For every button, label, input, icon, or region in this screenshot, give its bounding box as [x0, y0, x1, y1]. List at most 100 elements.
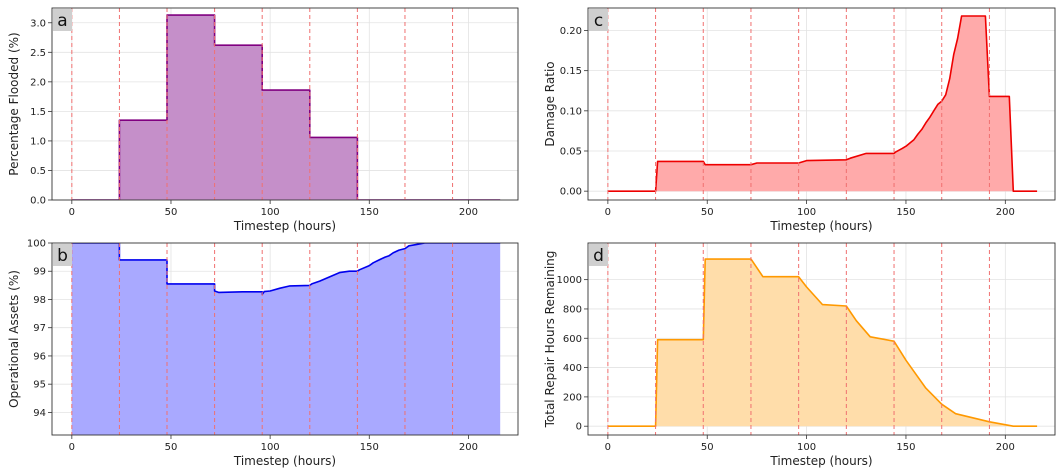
y-tick-label: 1000 — [557, 275, 582, 286]
y-tick: 1.0 — [30, 136, 52, 147]
x-tick: 100 — [797, 200, 816, 218]
y-tick: 0.10 — [560, 106, 588, 117]
y-tick-label: 99 — [33, 267, 46, 278]
series-fill-area — [607, 16, 1038, 192]
y-tick-label: 0 — [576, 422, 582, 433]
panel-a: 0 50 100 150 200 0.0 0.5 1.0 1.5 2.0 2.5 3.0 Timeste… — [7, 7, 519, 233]
x-tick-label: 0 — [69, 442, 75, 453]
y-tick-label: 600 — [563, 334, 582, 345]
y-tick-label: 800 — [563, 304, 582, 315]
y-tick: 99 — [33, 267, 52, 278]
x-tick-label: 200 — [996, 207, 1015, 218]
x-tick-label: 100 — [797, 442, 816, 453]
x-tick: 150 — [360, 435, 379, 453]
plot-area — [71, 14, 501, 200]
x-tick-label: 0 — [69, 207, 75, 218]
x-tick-label: 50 — [165, 207, 178, 218]
y-tick-label: 400 — [563, 363, 582, 374]
panel-label-box — [589, 244, 608, 266]
x-tick-label: 200 — [459, 442, 478, 453]
x-axis-label: Timestep (hours) — [769, 454, 872, 468]
x-axis-label: Timestep (hours) — [233, 454, 336, 468]
panel-label-box — [53, 9, 72, 31]
y-tick: 0.00 — [560, 187, 588, 198]
y-tick-label: 1.0 — [30, 136, 46, 147]
x-tick-label: 200 — [459, 207, 478, 218]
y-tick: 2.0 — [30, 77, 52, 88]
x-tick: 100 — [261, 435, 280, 453]
x-tick: 200 — [459, 435, 478, 453]
x-tick: 200 — [459, 200, 478, 218]
x-tick-label: 50 — [701, 207, 714, 218]
panel-label-box — [53, 244, 72, 266]
y-tick: 96 — [33, 351, 52, 362]
y-tick-label: 2.0 — [30, 77, 46, 88]
y-tick-label: 100 — [27, 239, 46, 250]
y-tick-label: 96 — [33, 351, 46, 362]
y-tick: 95 — [33, 380, 52, 391]
x-tick: 0 — [69, 435, 75, 453]
axes-frame — [51, 242, 519, 436]
y-tick: 100 — [27, 239, 52, 250]
y-tick-label: 0.5 — [30, 166, 46, 177]
axes-frame — [587, 7, 1056, 201]
x-axis-label: Timestep (hours) — [769, 219, 872, 233]
y-tick-label: 0.0 — [30, 196, 46, 207]
x-axis-label: Timestep (hours) — [233, 219, 336, 233]
x-tick: 200 — [996, 200, 1015, 218]
y-tick: 94 — [33, 408, 52, 419]
y-tick-label: 0.00 — [560, 187, 582, 198]
y-tick: 1000 — [557, 275, 588, 286]
x-tick-label: 150 — [360, 207, 379, 218]
axes-frame — [51, 7, 519, 201]
y-tick: 1.5 — [30, 107, 52, 118]
y-tick: 3.0 — [30, 18, 52, 29]
plot-area — [607, 258, 1038, 428]
x-tick-label: 50 — [165, 442, 178, 453]
panel-label: b — [57, 246, 68, 266]
y-tick: 2.5 — [30, 48, 52, 59]
y-tick: 97 — [33, 323, 52, 334]
x-tick-label: 150 — [360, 442, 379, 453]
panel-label-box — [589, 9, 608, 31]
y-tick: 400 — [563, 363, 588, 374]
y-tick: 0.5 — [30, 166, 52, 177]
y-tick: 0.0 — [30, 196, 52, 207]
y-tick-label: 1.5 — [30, 107, 46, 118]
x-tick: 100 — [797, 435, 816, 453]
y-axis-label: Operational Assets (%) — [7, 270, 21, 408]
x-tick-label: 150 — [896, 442, 915, 453]
x-tick: 100 — [261, 200, 280, 218]
x-tick-label: 100 — [261, 207, 280, 218]
x-tick: 0 — [605, 200, 611, 218]
x-tick-label: 100 — [261, 442, 280, 453]
series-line — [607, 15, 1038, 192]
panel-label: c — [594, 11, 603, 31]
x-tick-label: 50 — [701, 442, 714, 453]
x-tick: 200 — [996, 435, 1015, 453]
x-tick-label: 0 — [605, 442, 611, 453]
x-tick-label: 200 — [996, 442, 1015, 453]
y-axis-label: Percentage Flooded (%) — [7, 32, 21, 175]
y-tick-label: 0.20 — [560, 26, 582, 37]
y-tick-label: 0.05 — [560, 146, 582, 157]
y-tick-label: 0.10 — [560, 106, 582, 117]
event-lines — [71, 8, 454, 200]
panel-c: 0 50 100 150 200 0.00 0.05 0.10 0.15 0.20 Timestep… — [543, 7, 1056, 233]
y-tick: 600 — [563, 334, 588, 345]
y-tick-label: 200 — [563, 392, 582, 403]
panel-d: 0 50 100 150 200 0 200 400 600 800 1000 Timestep (h… — [543, 242, 1056, 468]
y-axis-label: Total Repair Hours Remaining — [543, 251, 557, 429]
x-tick: 150 — [896, 435, 916, 453]
event-lines — [607, 243, 990, 435]
y-tick-label: 98 — [33, 295, 46, 306]
x-tick: 150 — [360, 200, 379, 218]
series-line — [71, 243, 501, 296]
panel-label: d — [593, 246, 604, 266]
x-tick: 50 — [165, 435, 178, 453]
y-tick: 800 — [563, 304, 588, 315]
y-tick: 0.20 — [560, 26, 588, 37]
y-tick-label: 2.5 — [30, 48, 46, 59]
axes-frame — [587, 242, 1056, 436]
